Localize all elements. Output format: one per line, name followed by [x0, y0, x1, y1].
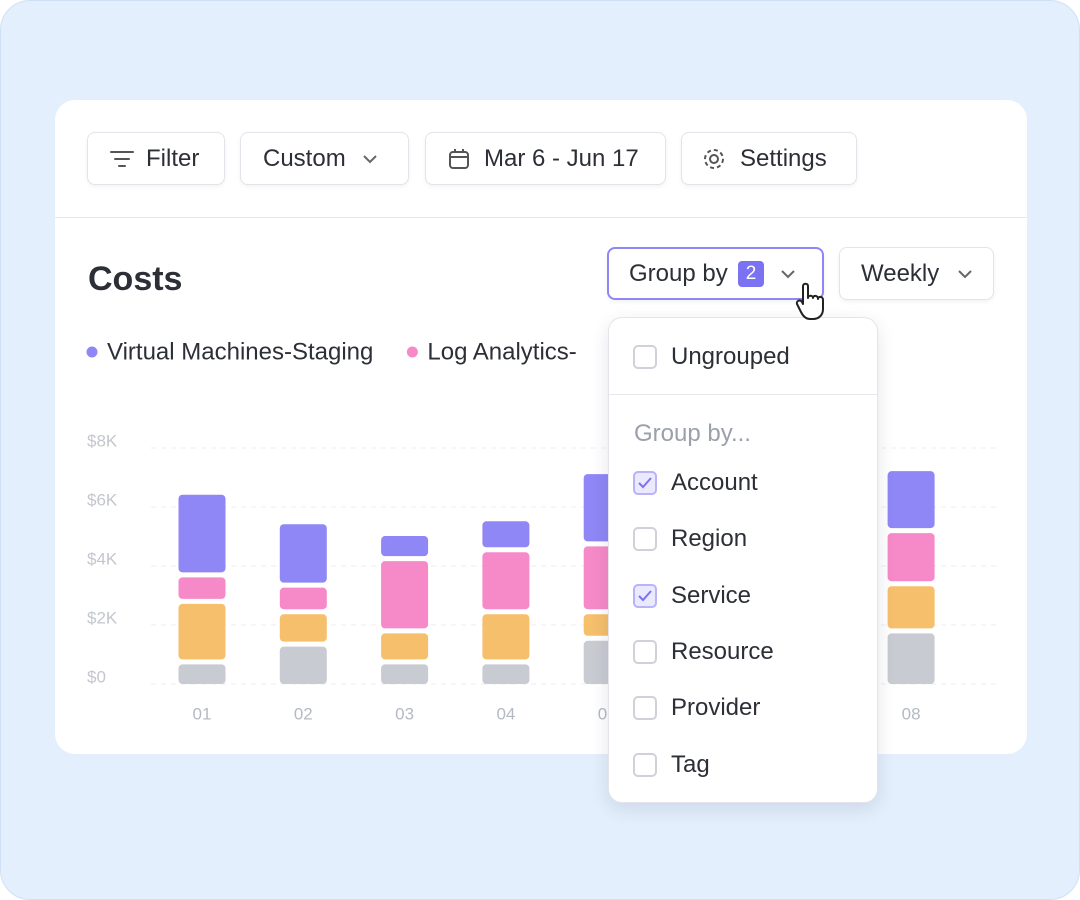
checkbox — [633, 752, 657, 777]
bar-segment — [482, 552, 530, 610]
bar-segment — [887, 471, 935, 529]
settings-label: Settings — [740, 144, 827, 172]
preset-select[interactable]: Custom — [240, 132, 409, 185]
x-tick-label: 03 — [395, 704, 414, 723]
bar-segment — [381, 633, 429, 660]
y-tick-label: $4K — [87, 549, 118, 568]
dropdown-option[interactable]: Region — [609, 519, 747, 559]
bar-segment — [887, 633, 935, 684]
option-label: Resource — [671, 637, 774, 665]
x-tick-label: 02 — [294, 704, 313, 723]
bar-segment — [279, 524, 327, 583]
dropdown-option[interactable]: Service — [609, 576, 751, 616]
bar-segment — [482, 664, 530, 684]
checkbox — [633, 527, 657, 552]
date-range-button[interactable]: Mar 6 - Jun 17 — [425, 132, 666, 185]
checkmark — [638, 589, 652, 602]
option-label: Ungrouped — [671, 343, 790, 370]
legend-dot — [86, 346, 98, 358]
checkbox — [633, 696, 657, 721]
y-tick-label: $2K — [87, 608, 118, 627]
y-tick-label: $8K — [87, 431, 118, 450]
chart-title: Costs — [88, 260, 183, 298]
filter-icon — [110, 150, 134, 167]
y-tick-label: $6K — [87, 490, 118, 509]
bar-segment — [482, 614, 530, 660]
preset-label: Custom — [263, 144, 346, 172]
filter-button[interactable]: Filter — [87, 132, 225, 185]
checkbox — [633, 583, 657, 608]
x-tick-label: 04 — [496, 704, 515, 723]
legend-label: Log Analytics- — [427, 338, 576, 365]
bar-segment — [178, 577, 226, 599]
chevron — [958, 269, 972, 278]
divider — [55, 217, 1027, 218]
interval-label: Weekly — [861, 259, 940, 287]
checkbox — [633, 471, 657, 495]
dropdown-option[interactable]: Resource — [609, 632, 774, 672]
bar-segment — [381, 561, 429, 629]
bar-segment — [887, 586, 935, 629]
bar-segment — [178, 494, 226, 573]
option-label: Tag — [671, 750, 710, 778]
bar-segment — [178, 603, 226, 660]
option-label: Region — [671, 525, 748, 553]
legend-label: Virtual Machines-Staging — [107, 338, 373, 365]
option-label: Account — [671, 469, 758, 496]
checkmark — [638, 477, 652, 489]
hand-cursor — [795, 282, 824, 320]
chevron — [362, 154, 377, 163]
y-tick-label: $0 — [87, 667, 106, 686]
group-by-label: Group by — [629, 259, 728, 287]
separator — [609, 394, 877, 395]
group-by-count: 2 — [737, 260, 765, 287]
dropdown-option[interactable]: Ungrouped — [609, 337, 790, 377]
bar-segment — [381, 536, 429, 557]
date-range-label: Mar 6 - Jun 17 — [484, 144, 639, 172]
x-tick-label: 01 — [193, 704, 212, 723]
bar-segment — [381, 664, 429, 684]
bar-segment — [279, 646, 327, 684]
calendar-icon — [449, 148, 469, 169]
chevron — [781, 269, 796, 278]
settings-button[interactable]: Settings — [681, 132, 857, 185]
bar-segment — [887, 533, 935, 582]
bar-segment — [279, 614, 327, 642]
dropdown-option[interactable]: Tag — [609, 745, 710, 785]
option-label: Service — [671, 581, 752, 609]
x-tick-label: 08 — [902, 704, 921, 723]
group-by-dropdown: Ungrouped Account Region Service Resource Pro… — [608, 317, 878, 803]
checkbox — [633, 345, 657, 369]
option-label: Provider — [671, 694, 761, 722]
bar-segment — [279, 587, 327, 610]
legend-dot — [406, 346, 418, 358]
dropdown-option[interactable]: Account — [609, 463, 758, 503]
interval-select[interactable]: Weekly — [839, 247, 994, 300]
dropdown-option[interactable]: Provider — [609, 688, 760, 728]
checkbox — [633, 639, 657, 664]
dropdown-heading: Group by... — [634, 420, 751, 447]
bar-segment — [178, 664, 226, 684]
bar-segment — [482, 521, 530, 548]
filter-label: Filter — [146, 144, 200, 172]
gear-icon — [704, 148, 724, 169]
group-by-button[interactable]: Group by 2 — [607, 247, 824, 300]
